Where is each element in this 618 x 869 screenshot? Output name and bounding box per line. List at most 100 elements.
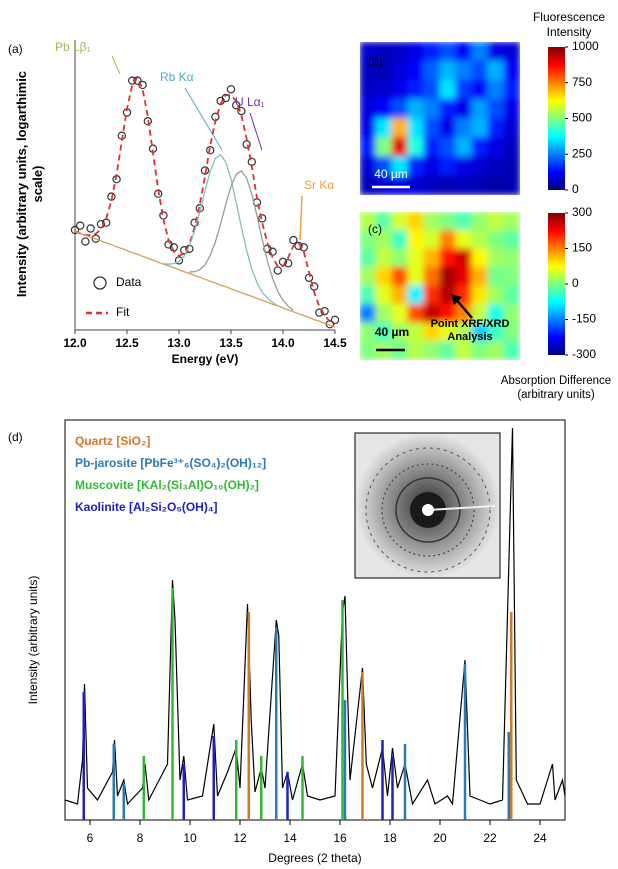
x-tick-label: 8 [137,831,144,845]
heatmap-cell [455,341,473,360]
heatmap-cell [487,156,505,177]
heatmap-cell [375,285,393,305]
heatmap-cell [407,341,425,360]
heatmap-cell [375,175,393,195]
heatmap-cells [360,42,520,195]
heatmap-cell [407,156,425,177]
heatmap-cell [471,60,489,81]
heatmap-cell [360,42,377,62]
heatmap-cell [503,285,520,305]
heatmap-cell [360,230,377,250]
x-tick-label: 22 [483,831,497,845]
heatmap-cell [407,248,425,268]
heatmap-cell [423,175,441,195]
heatmap-cell [455,175,473,195]
colorbar-tick-label: -150 [572,312,596,326]
heatmap-cell [423,42,441,62]
colorbar-tick-label: 750 [572,75,592,89]
heatmap-cell [471,230,489,250]
heatmap-cell [471,98,489,119]
heatmap-cell [375,267,393,287]
heatmap-cell [487,341,505,360]
colorbar-label: Absorption Difference (arbitrary units) [500,375,612,401]
data-point [70,225,80,235]
heatmap [360,42,520,195]
heatmap-cell [407,79,425,100]
heatmap-cell [391,267,409,287]
heatmap-cell [391,60,409,81]
heatmap-cell [391,175,409,195]
legend-label: Fit [116,305,130,319]
heatmap-cell [360,341,377,360]
data-point [273,266,282,275]
heatmap-cell [439,60,457,81]
heatmap-cell [360,175,377,195]
data-point [159,211,168,220]
heatmap [360,212,520,360]
heatmap-cell [360,137,377,158]
panel-label: (b) [368,54,383,68]
heatmap-cell [439,156,457,177]
heatmap-cell [375,322,393,342]
heatmap-cell [423,267,441,287]
component-line [189,169,294,311]
heatmap-cell [503,79,520,100]
heatmap-cell [360,212,377,231]
heatmap-cell [487,230,505,250]
data-point [143,116,152,126]
heatmap-cell [407,118,425,139]
data-point [138,80,147,90]
heatmap-cell [455,285,473,305]
colorbar-tick-label: 1000 [572,39,599,53]
heatmap-cell [407,285,425,305]
data-point [91,234,101,243]
x-axis-label: Degrees (2 theta) [268,851,361,865]
heatmap-cell [455,304,473,324]
heatmap-cell [487,42,505,62]
data-point [258,214,267,223]
heatmap-cell [471,118,489,139]
heatmap-cell [503,267,520,287]
heatmap-cell [487,79,505,100]
heatmap-cell [391,304,409,324]
heatmap-cell [503,212,520,231]
heatmap-cell [455,248,473,268]
heatmap-cell [423,304,441,324]
heatmap-cell [439,137,457,158]
diffraction-ring [395,477,461,543]
heatmap-cell [471,212,489,231]
data-point [226,85,236,94]
data-point [107,192,116,201]
heatmap-cell [503,230,520,250]
heatmap-cells [360,212,520,360]
heatmap-cell [423,212,441,231]
heatmap-cell [487,322,505,342]
heatmap-cell [503,322,520,342]
heatmap-cell [360,267,377,287]
heatmap-cell [439,79,457,100]
heatmap-cell [503,175,520,195]
pointer [111,55,121,75]
heatmap-cell [455,156,473,177]
data-point [101,218,111,227]
data-point [200,166,210,175]
heatmap-cell [391,118,409,139]
heatmap-cell [471,156,489,177]
colorbar [548,213,565,355]
legend-label: Quartz [SiO₂] [75,434,150,448]
heatmap-cell [375,42,393,62]
x-tick-label: 10 [183,831,197,845]
panel-label: (c) [368,222,382,236]
data-point [190,218,199,227]
peak-label: Pb Lβ₁ [55,40,91,54]
diffraction-ring [365,447,491,573]
data-point [75,221,85,230]
heatmap-cell [423,156,441,177]
heatmap-cell [439,304,457,324]
legend-marker [93,276,107,290]
heatmap-cell [471,42,489,62]
plot-frame [64,419,566,821]
y-axis-label: Intensity (arbitrary units) [26,576,40,705]
